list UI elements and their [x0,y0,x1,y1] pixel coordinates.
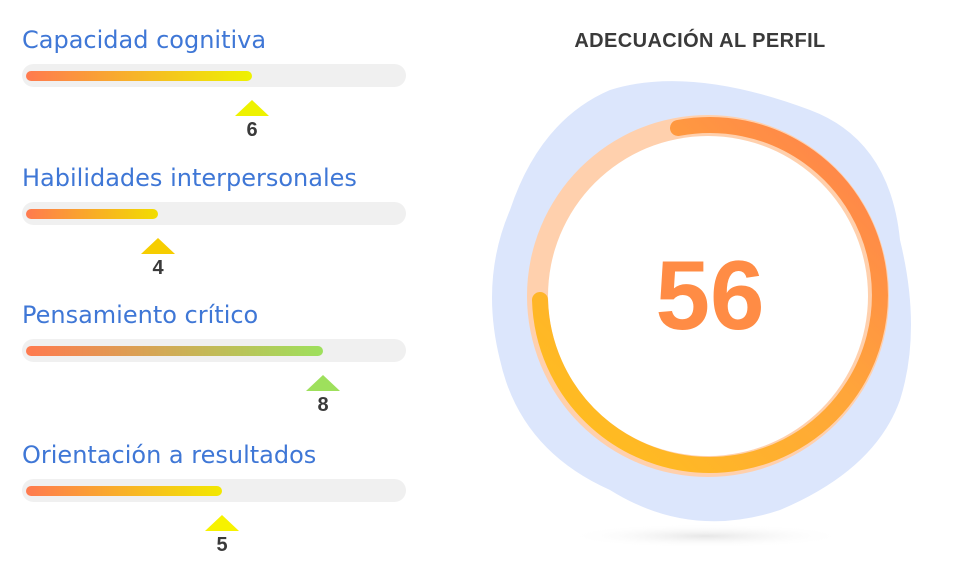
marker-triangle-icon [235,100,269,116]
metric-capacidad-cognitiva: Capacidad cognitiva 6 [0,25,420,155]
gauge-inner-disc [548,136,868,456]
metric-value: 6 [246,119,258,141]
progress-fill [26,209,158,219]
metric-label: Orientación a resultados [22,441,317,469]
profile-fit-title: ADECUACIÓN AL PERFIL [574,30,826,52]
profile-fit-score: 56 [655,240,765,350]
metric-value: 5 [216,534,228,556]
profile-fit-gauge [492,81,911,548]
metric-pensamiento-critico: Pensamiento crítico 8 [0,300,420,430]
progress-track [22,202,406,225]
metric-label: Habilidades interpersonales [22,164,357,192]
progress-track [22,339,406,362]
progress-track [22,64,406,87]
marker-triangle-icon [205,515,239,531]
progress-fill [26,346,323,356]
progress-fill [26,71,252,81]
marker-triangle-icon [306,375,340,391]
marker-triangle-icon [141,238,175,254]
metric-orientacion-resultados: Orientación a resultados 5 [0,440,420,570]
gauge-shadow [566,524,846,548]
progress-track [22,479,406,502]
progress-fill [26,486,222,496]
metric-label: Capacidad cognitiva [22,26,267,54]
gauge-progress-arc [532,116,888,473]
metric-habilidades-interpersonales: Habilidades interpersonales 4 [0,163,420,293]
metric-value: 4 [152,257,164,279]
metric-label: Pensamiento crítico [22,301,259,329]
metric-value: 8 [317,394,329,416]
